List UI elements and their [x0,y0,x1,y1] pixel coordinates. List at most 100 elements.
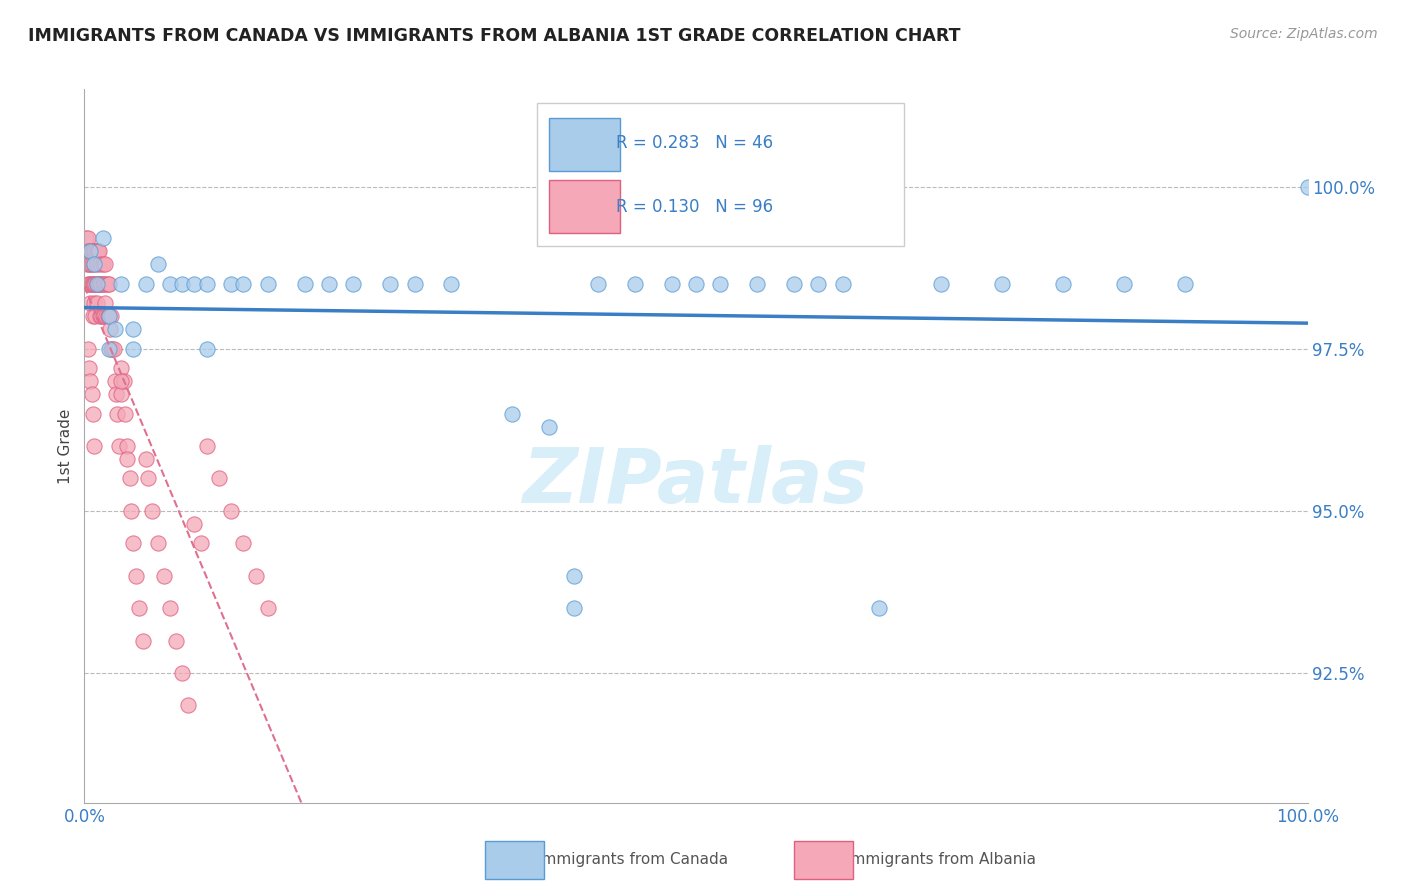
Point [91,277,114,291]
Point [77,277,100,291]
Point [232,536,254,550]
Point [110,374,132,388]
Point [77,361,100,376]
Point [245,568,267,582]
Point [112,374,135,388]
FancyBboxPatch shape [550,180,620,234]
Point [97,310,120,324]
Point [1114,277,1136,291]
Point [165,633,187,648]
Point [135,452,157,467]
Point [562,601,585,615]
Point [84,244,107,259]
Point [342,277,364,291]
Point [107,439,129,453]
Point [122,536,145,550]
Point [115,439,138,453]
Point [79,296,101,310]
Point [114,407,136,421]
Point [90,277,112,291]
Point [93,277,115,291]
Point [83,277,105,291]
Point [141,504,163,518]
Point [146,536,169,550]
Point [110,387,132,401]
Point [83,244,105,259]
Point [125,568,148,582]
Point [83,257,105,271]
Point [135,277,157,291]
Point [86,244,108,259]
Point [77,257,100,271]
Point [86,257,108,271]
Point [87,277,110,291]
Point [929,277,952,291]
FancyBboxPatch shape [550,118,620,171]
Point [1296,179,1319,194]
Point [120,504,142,518]
Point [80,387,103,401]
Point [190,536,212,550]
Point [79,374,101,388]
Point [783,277,806,291]
Point [84,277,107,291]
Point [80,244,103,259]
Point [195,277,218,291]
Point [562,568,585,582]
Point [79,277,101,291]
Point [153,568,176,582]
Point [208,471,231,485]
Point [100,310,122,324]
Point [75,231,97,245]
Point [118,471,141,485]
Point [80,257,103,271]
Point [83,296,105,310]
Point [93,310,115,324]
Point [94,296,117,310]
Text: IMMIGRANTS FROM CANADA VS IMMIGRANTS FROM ALBANIA 1ST GRADE CORRELATION CHART: IMMIGRANTS FROM CANADA VS IMMIGRANTS FRO… [28,27,960,45]
Point [122,342,145,356]
Point [136,471,159,485]
Point [94,257,117,271]
Point [122,322,145,336]
Point [195,342,218,356]
Point [869,601,891,615]
Point [709,277,731,291]
Point [83,257,105,271]
Point [219,277,242,291]
Point [77,231,100,245]
Point [77,277,100,291]
Point [83,439,105,453]
Y-axis label: 1st Grade: 1st Grade [58,409,73,483]
Point [183,277,205,291]
Point [1052,277,1074,291]
Point [103,342,125,356]
Point [807,277,830,291]
Point [831,277,853,291]
Point [97,277,120,291]
Point [82,407,104,421]
Point [80,277,103,291]
Point [89,310,111,324]
Point [79,257,101,271]
Point [232,277,254,291]
Point [440,277,463,291]
Text: Immigrants from Canada: Immigrants from Canada [537,853,728,867]
Point [91,257,114,271]
Point [624,277,647,291]
Point [159,277,181,291]
Point [115,452,138,467]
Point [110,361,132,376]
Point [685,277,707,291]
Point [257,277,280,291]
Point [100,342,122,356]
FancyBboxPatch shape [537,103,904,246]
Point [90,310,112,324]
Point [172,277,194,291]
Point [87,244,110,259]
Point [101,342,124,356]
Point [96,310,118,324]
Text: R = 0.130   N = 96: R = 0.130 N = 96 [616,198,773,216]
Text: R = 0.283   N = 46: R = 0.283 N = 46 [616,134,773,152]
Point [87,244,110,259]
